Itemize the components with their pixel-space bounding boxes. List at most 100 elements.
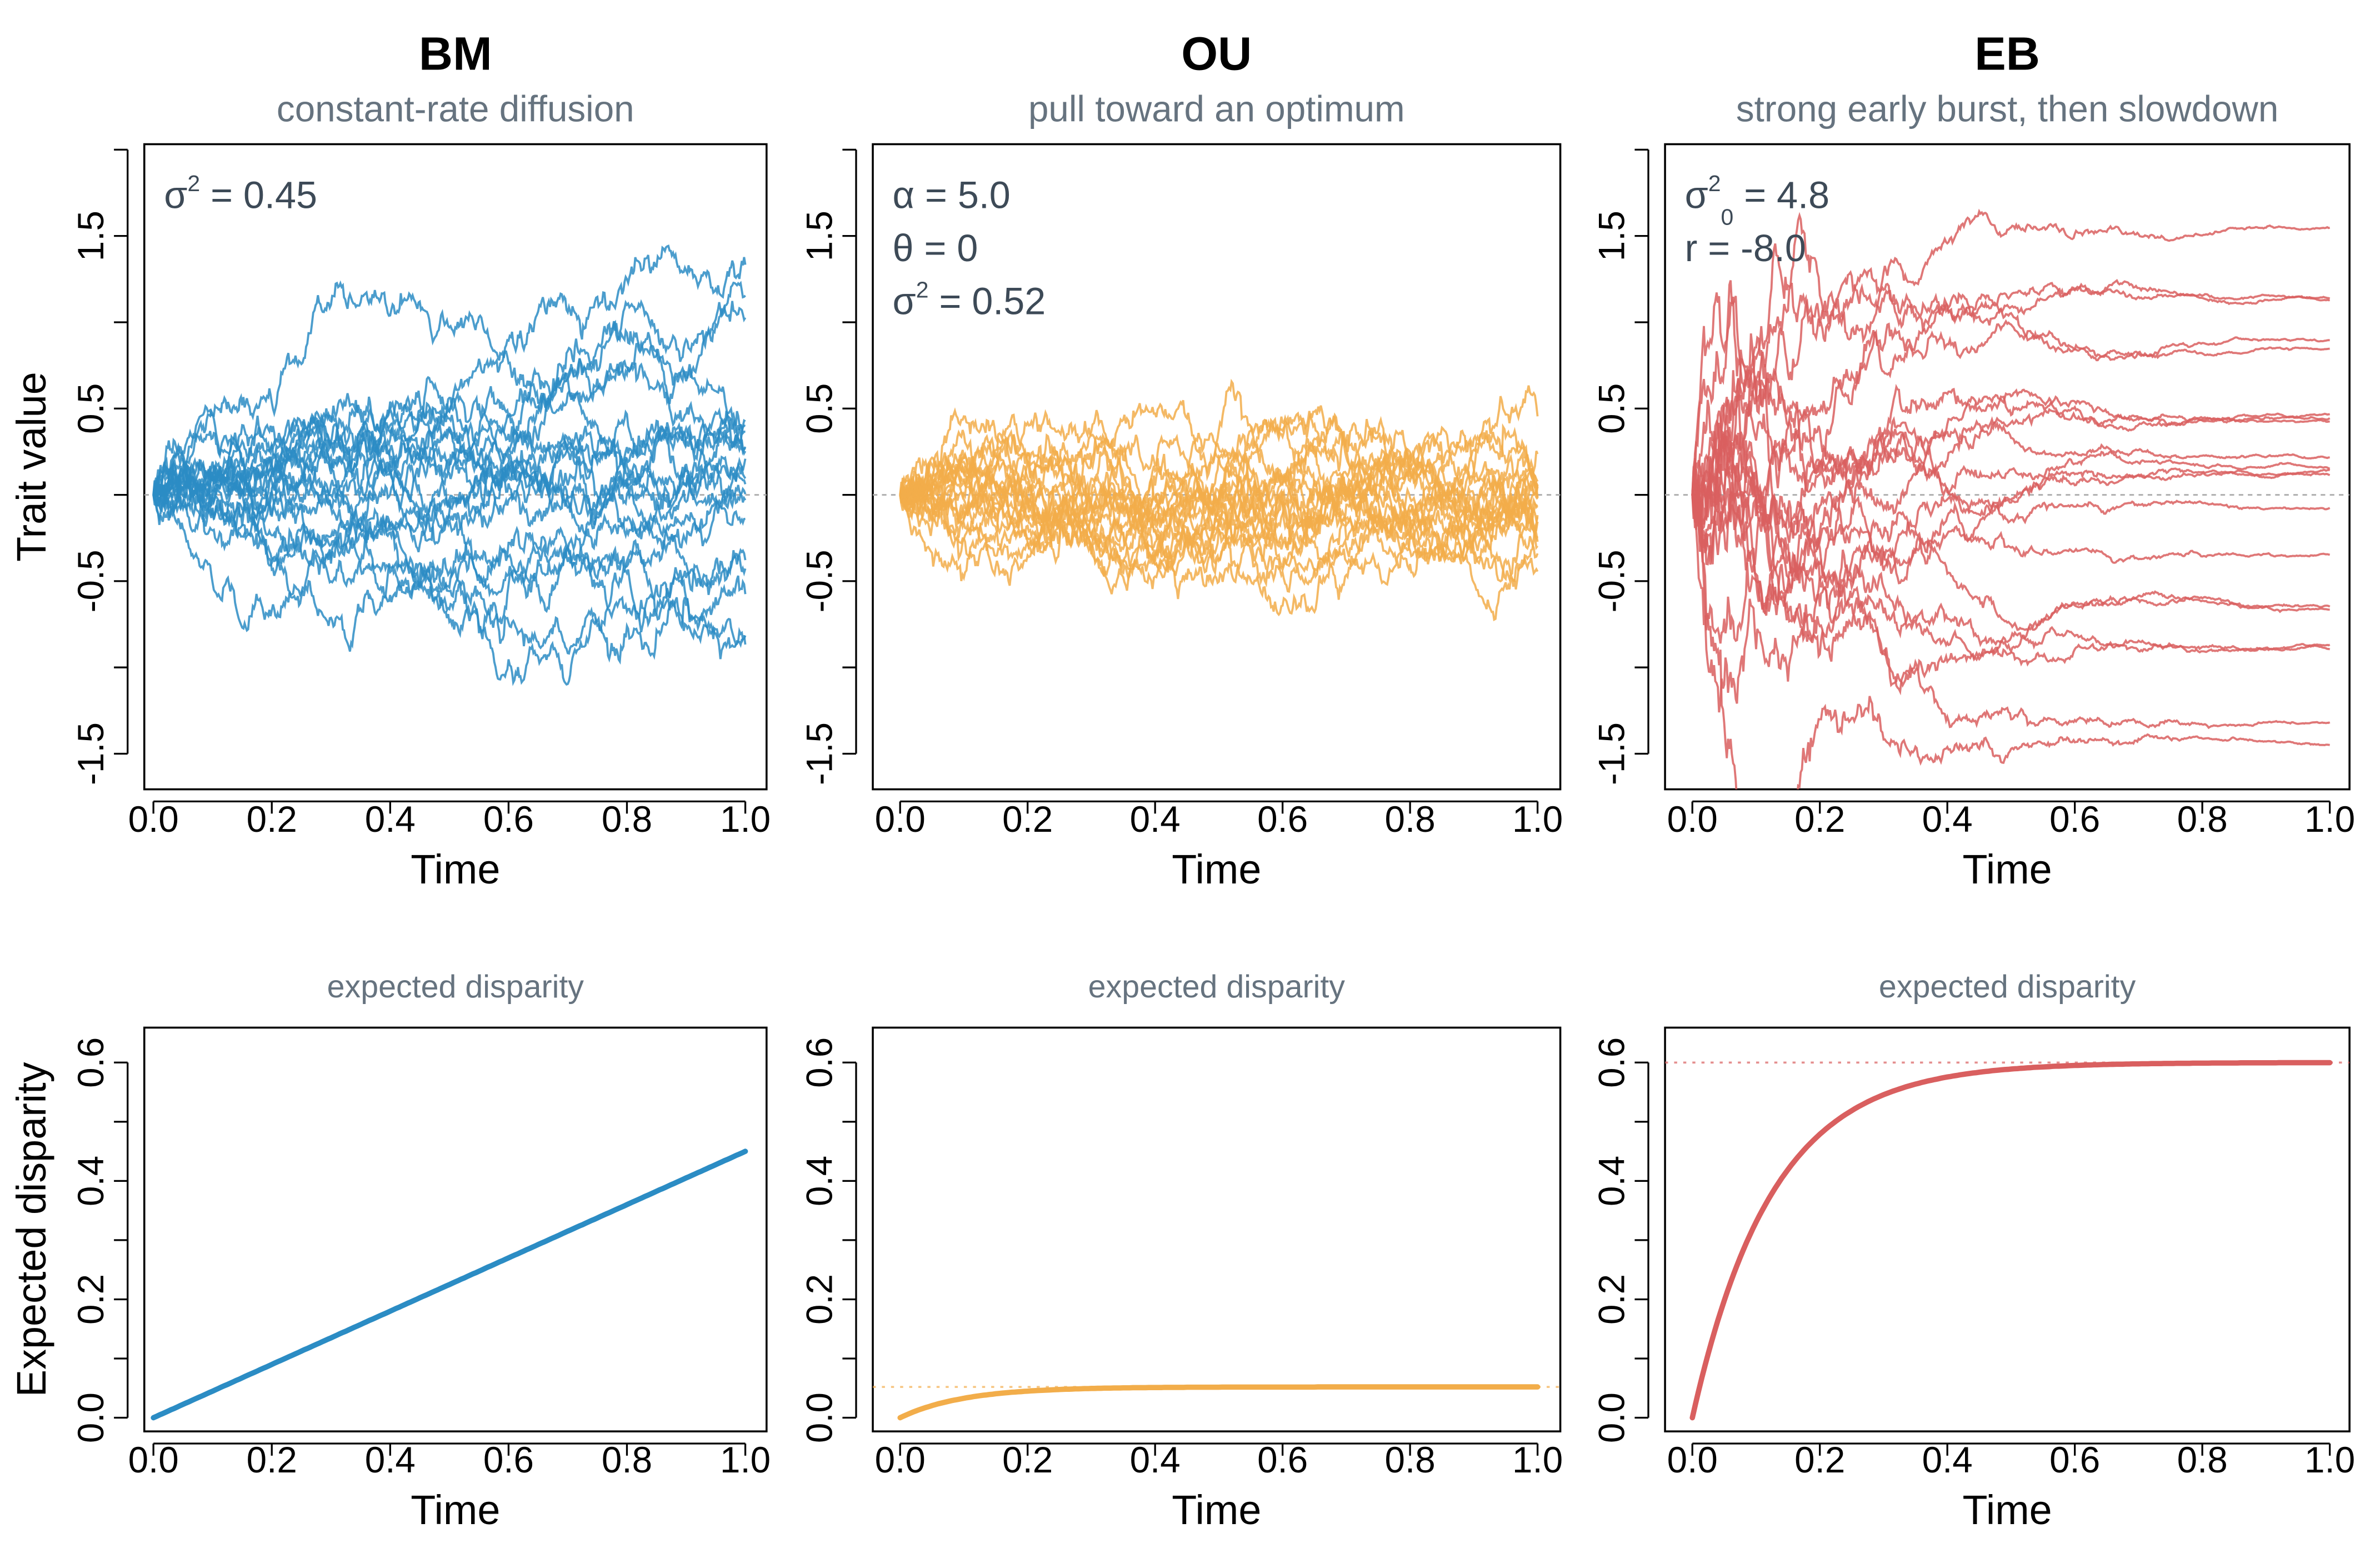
trajectory-line <box>152 483 747 652</box>
trajectories <box>152 244 747 686</box>
annotation-rest: = 4.8 <box>1733 174 1829 216</box>
annotation-rest: = -8.0 <box>1697 227 1806 269</box>
trajectory-line <box>1692 444 2331 696</box>
annotation-symbol: σ <box>164 174 187 216</box>
x-tick-label: 0.6 <box>2049 1440 2100 1480</box>
y-axis-title: Expected disparity <box>8 1062 54 1397</box>
plot-frame <box>872 143 1562 791</box>
x-tick-label: 0.4 <box>365 1440 416 1480</box>
trajectory-line <box>152 406 747 531</box>
x-tick-label: 0.0 <box>128 799 179 840</box>
x-tick-label: 1.0 <box>720 799 771 840</box>
y-tick-label: 0.6 <box>799 1037 839 1088</box>
annotation-superscript: 2 <box>1708 171 1721 196</box>
annotation-symbol: r <box>1685 227 1698 269</box>
x-tick-label: 0.4 <box>1922 799 1973 840</box>
trajectory-line <box>1691 371 2331 525</box>
x-axis-title: Time <box>1963 1487 2052 1533</box>
y-tick-label: 0.5 <box>799 383 839 434</box>
y-tick-label: -0.5 <box>71 550 111 612</box>
trajectory-line <box>152 456 747 660</box>
parameter-annotation: σ20 = 4.8r = -8.0 <box>1685 171 1830 269</box>
x-tick-label: 0.4 <box>365 799 416 840</box>
plot-frame <box>1664 1026 2351 1432</box>
y-tick-label: 0.5 <box>1591 383 1632 434</box>
trajectories <box>1691 208 2331 790</box>
expected-disparity-curve <box>897 1384 1541 1421</box>
trajectory-line <box>899 427 1539 566</box>
trajectory-line <box>1691 280 2330 496</box>
annotation-rest: = 0.45 <box>200 174 317 216</box>
annotation-subscript: 0 <box>1721 204 1734 229</box>
x-tick-label: 0.8 <box>1385 1440 1436 1480</box>
trajectory-line <box>1691 447 2331 541</box>
y-tick-label: 0.4 <box>71 1156 111 1206</box>
panel-eb-traits: EB strong early burst, then slowdown 0.0 0.… <box>1591 27 2355 892</box>
x-tick-label: 0.0 <box>875 1440 926 1480</box>
y-tick-label: -1.5 <box>1591 722 1632 785</box>
parameter-annotation: σ2 = 0.45 <box>164 171 317 216</box>
x-tick-label: 0.8 <box>602 1440 652 1480</box>
trajectory-line <box>152 458 747 625</box>
trajectory-line <box>153 244 747 498</box>
trajectory-line <box>1691 429 2331 632</box>
panel-subtitle: expected disparity <box>327 969 584 1005</box>
panel-title: OU <box>1181 27 1252 80</box>
panel-subtitle: strong early burst, then slowdown <box>1736 89 2278 129</box>
trajectory-line <box>899 400 1538 565</box>
x-tick-label: 0.8 <box>2177 799 2228 840</box>
annotation-line: σ20 = 4.8 <box>1685 171 1830 229</box>
x-tick-label: 0.6 <box>483 799 534 840</box>
trajectory-line <box>152 456 747 632</box>
panel-ou-traits: OU pull toward an optimum 0.0 0.2 0.4 0.6 0.8 1… <box>799 27 1563 892</box>
trajectory-line <box>1691 431 2331 567</box>
x-tick-label: 0.0 <box>1667 799 1718 840</box>
x-tick-label: 1.0 <box>1512 799 1563 840</box>
x-tick-label: 1.0 <box>720 1440 771 1480</box>
panel-subtitle: constant-rate diffusion <box>277 89 634 129</box>
y-tick-label: 0.5 <box>71 383 111 434</box>
y-tick-label: 0.6 <box>1591 1037 1632 1088</box>
trajectory-line <box>899 433 1539 588</box>
y-tick-label: 0.0 <box>1591 1392 1632 1443</box>
trajectory-line <box>1691 208 2331 520</box>
y-tick-label: 1.5 <box>799 211 839 261</box>
annotation-symbol: σ <box>893 280 916 322</box>
y-tick-label: -1.5 <box>799 722 839 785</box>
trajectory-line <box>1691 212 2330 495</box>
x-tick-label: 0.8 <box>602 799 652 840</box>
x-tick-label: 0.8 <box>2177 1440 2228 1480</box>
x-tick-label: 0.6 <box>1257 1440 1308 1480</box>
x-tick-label: 0.6 <box>1257 799 1308 840</box>
panel-subtitle: pull toward an optimum <box>1028 89 1405 129</box>
y-tick-label: -0.5 <box>1591 550 1632 612</box>
parameter-annotation: α = 5.0θ = 0σ2 = 0.52 <box>893 174 1046 322</box>
x-tick-label: 0.6 <box>2049 799 2100 840</box>
annotation-rest: = 0.52 <box>929 280 1046 322</box>
x-tick-label: 1.0 <box>1512 1440 1563 1480</box>
trajectory-line <box>899 378 1539 532</box>
y-tick-label: 0.0 <box>71 1392 111 1443</box>
panel-subtitle: expected disparity <box>1088 969 1346 1005</box>
trajectory-line <box>152 332 746 495</box>
x-tick-label: 0.8 <box>1385 799 1436 840</box>
trajectory-line <box>899 466 1539 577</box>
x-axis-title: Time <box>1963 846 2052 892</box>
trajectory-line <box>899 445 1538 572</box>
x-tick-label: 0.4 <box>1922 1440 1973 1480</box>
x-axis-title: Time <box>411 846 500 892</box>
annotation-symbol: θ <box>893 227 914 269</box>
y-tick-label: 0.6 <box>71 1037 111 1088</box>
annotation-rest: = 0 <box>914 227 978 269</box>
x-tick-label: 0.2 <box>1794 799 1845 840</box>
plot-frame <box>1664 143 2351 791</box>
x-tick-label: 0.2 <box>1794 1440 1845 1480</box>
annotation-line: σ2 = 0.45 <box>164 171 317 216</box>
annotation-rest: = 5.0 <box>914 174 1011 216</box>
y-tick-label: 0.4 <box>799 1156 839 1206</box>
expected-disparity-curve <box>1689 1060 2333 1421</box>
x-tick-label: 0.6 <box>483 1440 534 1480</box>
x-tick-label: 0.0 <box>875 799 926 840</box>
plot-frame <box>143 143 768 791</box>
